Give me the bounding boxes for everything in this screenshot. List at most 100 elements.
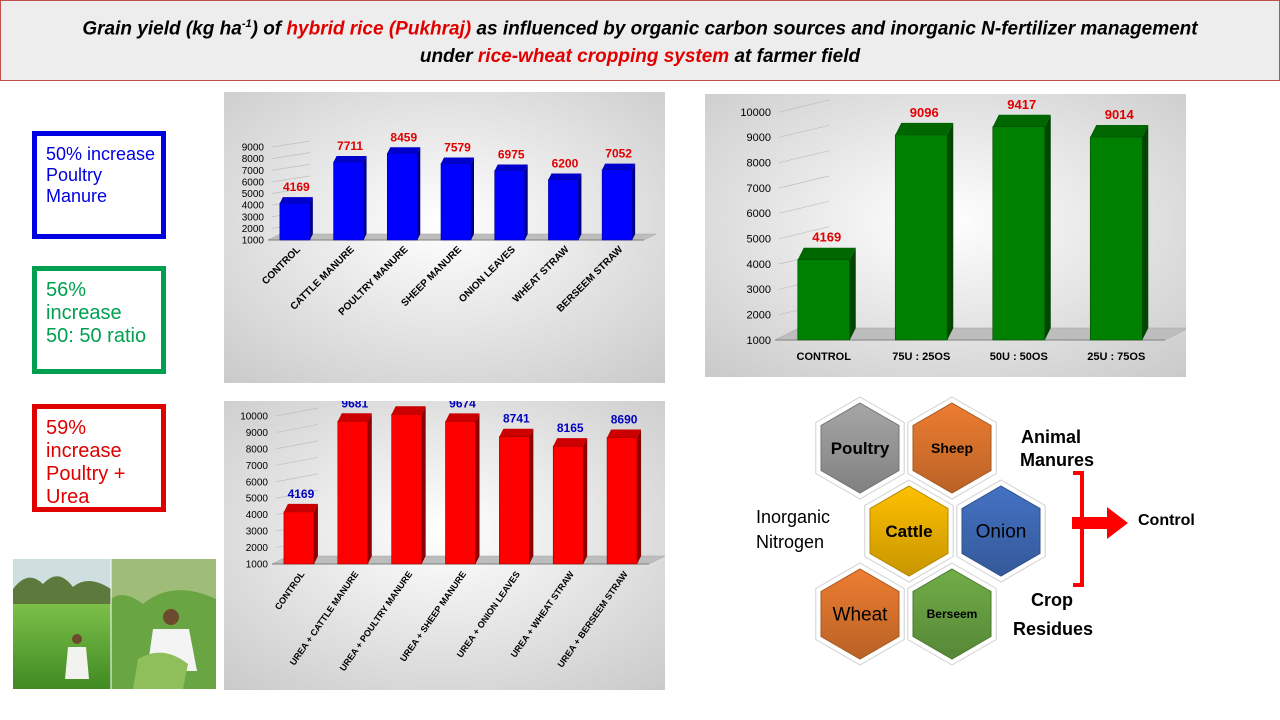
gridline: [271, 163, 311, 171]
callout-line: Manure: [46, 186, 108, 206]
y-tick-label: 3000: [246, 527, 269, 538]
y-tick-label: 3000: [747, 284, 771, 296]
chart-ratio: 1000 2000 3000 4000 5000 6000 7000 8000 9000 1000…: [705, 94, 1186, 377]
y-tick-label: 10000: [240, 412, 268, 423]
y-tick-label: 4000: [246, 510, 269, 521]
y-tick-label: 1000: [242, 236, 265, 247]
title-line-2: under rice-wheat cropping system at farm…: [419, 46, 861, 68]
y-tick-label: 6000: [747, 208, 771, 220]
y-tick-label: 8000: [242, 154, 265, 165]
chart-urea-combinations: 1000 2000 3000 4000 5000 6000 7000 8000 9000 1000…: [224, 401, 665, 690]
bar: [548, 173, 582, 241]
data-label: 7579: [444, 141, 471, 155]
hex-label: Cattle: [885, 522, 932, 541]
y-tick-label: 4000: [747, 259, 771, 271]
field-photo-icon: [13, 559, 216, 689]
gridline: [275, 489, 319, 499]
bar: [601, 163, 636, 241]
bar: [333, 155, 367, 241]
data-label: 8459: [390, 130, 417, 144]
hex-label: Onion: [976, 522, 1027, 543]
y-tick-label: 7000: [747, 183, 771, 195]
gridline: [778, 150, 830, 164]
y-tick-label: 6000: [246, 477, 269, 488]
y-tick-label: 10000: [740, 107, 771, 119]
y-tick-label: 5000: [246, 494, 269, 505]
hex-sheep: [907, 396, 997, 500]
gridline: [271, 175, 311, 183]
y-tick-label: 1000: [747, 335, 771, 347]
y-tick-label: 3000: [242, 212, 265, 223]
field-photo: [13, 559, 216, 689]
x-tick-label: 25U : 75OS: [1087, 351, 1145, 363]
hex-label: Sheep: [931, 440, 973, 456]
bar: [1089, 124, 1149, 341]
hex-onion: [956, 479, 1046, 583]
callout-line: 50: 50 ratio: [46, 325, 147, 347]
data-label: 9014: [1105, 107, 1135, 122]
bar: [337, 413, 372, 565]
gridline: [275, 407, 319, 417]
bar: [552, 438, 588, 565]
y-tick-label: 2000: [246, 543, 269, 554]
chart-svg: 1000 2000 3000 4000 5000 6000 7000 8000 9000 1000…: [705, 94, 1186, 377]
hex-cluster: Poultry Sheep Cattle Onion Wheat Berseem: [815, 396, 1128, 666]
callout-poultry-urea: 59% increase Poultry + Urea: [32, 404, 166, 512]
gridline: [275, 440, 319, 450]
title-line-1: Grain yield (kg ha-1) of hybrid rice (Pu…: [82, 17, 1198, 40]
gridline: [778, 99, 830, 113]
gridline: [778, 226, 830, 240]
title-banner: Grain yield (kg ha-1) of hybrid rice (Pu…: [0, 0, 1280, 81]
arrow-right-icon: [1072, 507, 1128, 539]
callout-poultry-manure: 50% increase Poultry Manure: [32, 131, 166, 239]
hex-cattle: [864, 479, 954, 583]
hex-berseem: [907, 562, 997, 666]
data-label: 7711: [337, 139, 363, 153]
y-tick-label: 5000: [242, 189, 265, 200]
hex-wheat: [815, 562, 905, 666]
gridline: [275, 473, 319, 483]
y-tick-label: 7000: [242, 166, 265, 177]
data-label: 7052: [605, 147, 632, 161]
bar: [279, 197, 313, 241]
control-label: Control: [1138, 512, 1195, 529]
hex-label: Wheat: [833, 605, 889, 626]
data-label: 8690: [611, 413, 638, 427]
hex-label: Berseem: [927, 607, 978, 621]
bar: [445, 413, 480, 565]
callout-line: increase: [46, 302, 122, 324]
gridline: [778, 175, 830, 189]
callout-line: increase: [46, 440, 122, 462]
hex-poultry: [815, 396, 905, 500]
y-tick-label: 6000: [242, 177, 265, 188]
y-tick-label: 2000: [747, 310, 771, 322]
bar: [992, 114, 1051, 341]
gridline: [275, 456, 319, 466]
callout-line: Poultry +: [46, 463, 126, 485]
bar: [797, 247, 856, 341]
crop-residues-label: Crop Residues: [1013, 590, 1094, 639]
gridline: [271, 187, 311, 194]
data-label: 6200: [552, 157, 579, 171]
gridline: [778, 200, 830, 214]
callout-line: 50% increase: [46, 144, 156, 164]
bar: [894, 122, 954, 341]
bar: [440, 157, 474, 241]
data-label: 9096: [910, 105, 939, 120]
data-label: 4169: [283, 180, 310, 194]
data-label: 9417: [1007, 97, 1036, 112]
data-label: 9674: [449, 401, 476, 410]
gridline: [271, 140, 311, 148]
y-tick-label: 8000: [747, 158, 771, 170]
chart-svg: 1000 2000 3000 4000 5000 6000 7000 8000 9000 1000…: [224, 401, 665, 690]
y-tick-label: 4000: [242, 201, 265, 212]
bar: [494, 164, 528, 241]
y-tick-label: 5000: [747, 234, 771, 246]
data-label: 8165: [557, 421, 584, 435]
x-tick-label: 75U : 25OS: [892, 351, 950, 363]
y-tick-label: 7000: [246, 461, 269, 472]
bar: [499, 428, 534, 565]
data-label: 10104: [392, 401, 426, 403]
x-tick-label: 50U : 50OS: [990, 351, 1048, 363]
bar: [391, 406, 426, 565]
